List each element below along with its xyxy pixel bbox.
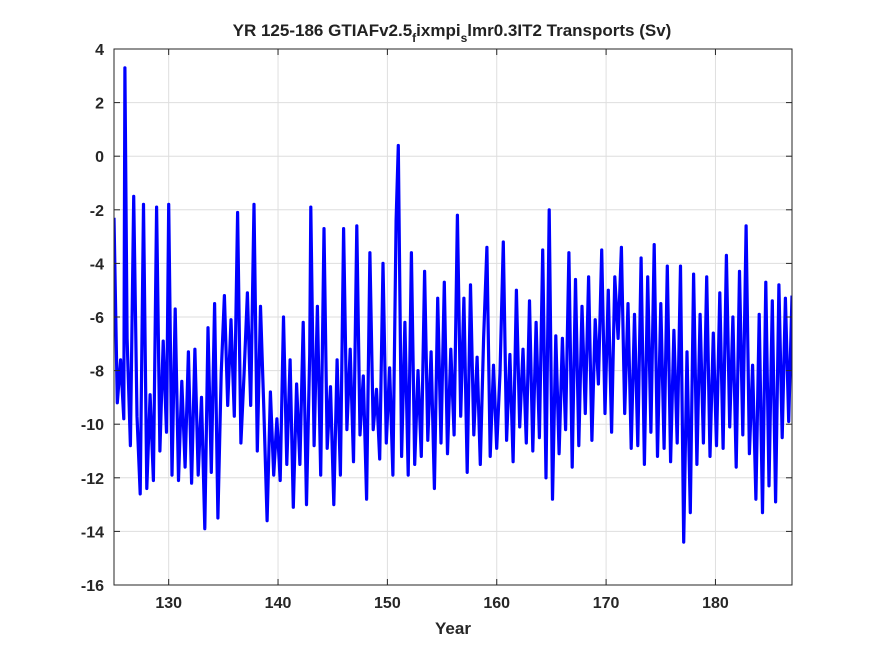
- y-tick-label: -2: [90, 203, 104, 220]
- y-tick-label: -6: [90, 310, 104, 327]
- series-line: [114, 66, 792, 544]
- y-tick-label: -10: [81, 417, 104, 434]
- y-tick-label: 4: [95, 42, 104, 59]
- axis-ticks: 130 140 150 160 170 180 4 2 0 -2 -4 -6 -8 -10 -12 -14 -1…: [81, 42, 792, 612]
- y-tick-label: -16: [81, 578, 104, 595]
- y-tick-label: -4: [90, 256, 104, 273]
- x-tick-label: 170: [593, 595, 620, 612]
- chart-title: YR 125-186 GTIAFv2.5fixmpislmr0.3IT2 Tra…: [233, 21, 672, 45]
- x-tick-label: 180: [702, 595, 729, 612]
- y-tick-label: -8: [90, 364, 104, 381]
- y-tick-label: -14: [81, 524, 104, 541]
- y-tick-label: 0: [95, 149, 104, 166]
- y-tick-label: 2: [95, 96, 104, 113]
- grid: [114, 48, 792, 586]
- x-tick-label: 130: [155, 595, 182, 612]
- x-tick-label: 140: [265, 595, 292, 612]
- x-tick-label: 150: [374, 595, 401, 612]
- y-tick-label: -12: [81, 471, 104, 488]
- x-axis-label: Year: [435, 619, 471, 638]
- x-tick-label: 160: [483, 595, 510, 612]
